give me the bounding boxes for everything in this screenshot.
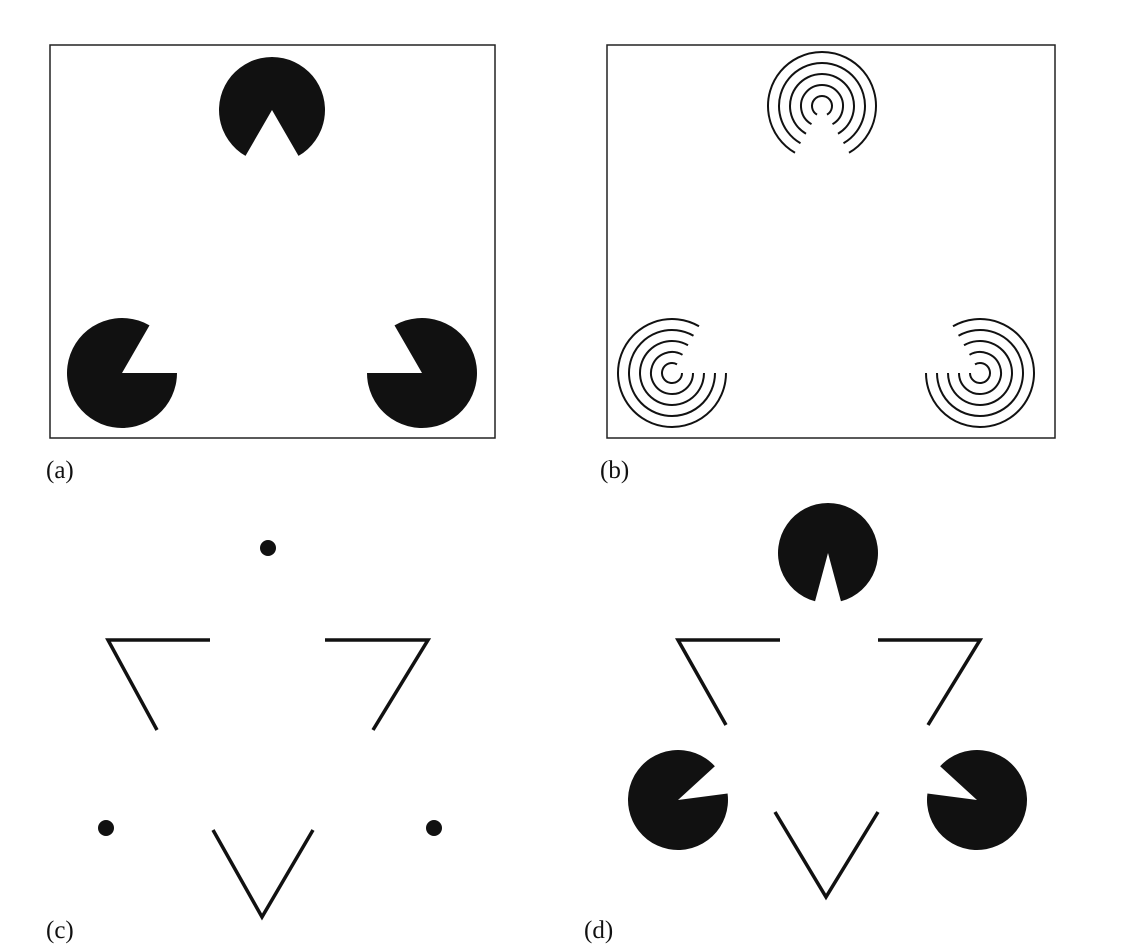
corner xyxy=(675,638,780,726)
ring-arc xyxy=(650,351,694,395)
pacman xyxy=(66,318,177,428)
pacman xyxy=(926,750,1027,850)
panel-b-frame xyxy=(606,44,1056,439)
pacman xyxy=(219,57,325,156)
ring-arc xyxy=(947,340,1013,406)
pacman xyxy=(777,502,878,602)
corner xyxy=(325,638,432,731)
ring-arc xyxy=(639,340,705,406)
corner xyxy=(773,811,880,901)
shapes xyxy=(66,51,1035,850)
ring-arc xyxy=(661,362,683,384)
ring-arc xyxy=(800,84,844,126)
panel-label: (a) xyxy=(46,457,74,484)
ring-arc xyxy=(925,318,1035,428)
ring-arc xyxy=(789,73,855,135)
ring-arc xyxy=(811,95,833,116)
panel-label: (c) xyxy=(46,917,74,944)
ring-arc xyxy=(778,62,866,145)
panel-a-frame xyxy=(49,44,496,439)
ring-arc xyxy=(617,318,727,428)
corner xyxy=(105,638,210,731)
corner xyxy=(878,638,984,726)
ring-arc xyxy=(958,351,1002,395)
corner xyxy=(211,829,315,921)
ring-arc xyxy=(969,362,991,384)
ring-arc xyxy=(767,51,877,154)
pacman xyxy=(367,317,478,428)
panel-label: (b) xyxy=(600,457,629,484)
dot xyxy=(426,820,442,836)
dot xyxy=(260,540,276,556)
pacman xyxy=(627,750,728,850)
panel-label: (d) xyxy=(584,917,613,944)
ring-arc xyxy=(628,329,716,417)
ring-arc xyxy=(936,329,1024,417)
dot xyxy=(98,820,114,836)
